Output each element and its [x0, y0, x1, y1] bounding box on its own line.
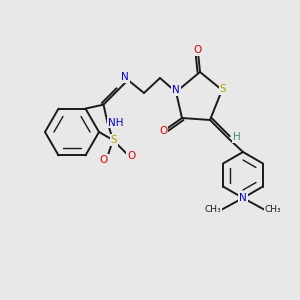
- Text: N: N: [172, 85, 180, 95]
- Text: S: S: [111, 135, 117, 145]
- Text: O: O: [159, 126, 167, 136]
- Text: N: N: [121, 72, 129, 82]
- Text: O: O: [194, 45, 202, 55]
- Text: H: H: [233, 132, 241, 142]
- Text: N: N: [239, 193, 247, 203]
- Text: O: O: [100, 155, 108, 165]
- Text: CH₃: CH₃: [205, 206, 221, 214]
- Text: O: O: [127, 151, 135, 161]
- Text: S: S: [220, 84, 226, 94]
- Text: CH₃: CH₃: [265, 206, 281, 214]
- Text: NH: NH: [108, 118, 123, 128]
